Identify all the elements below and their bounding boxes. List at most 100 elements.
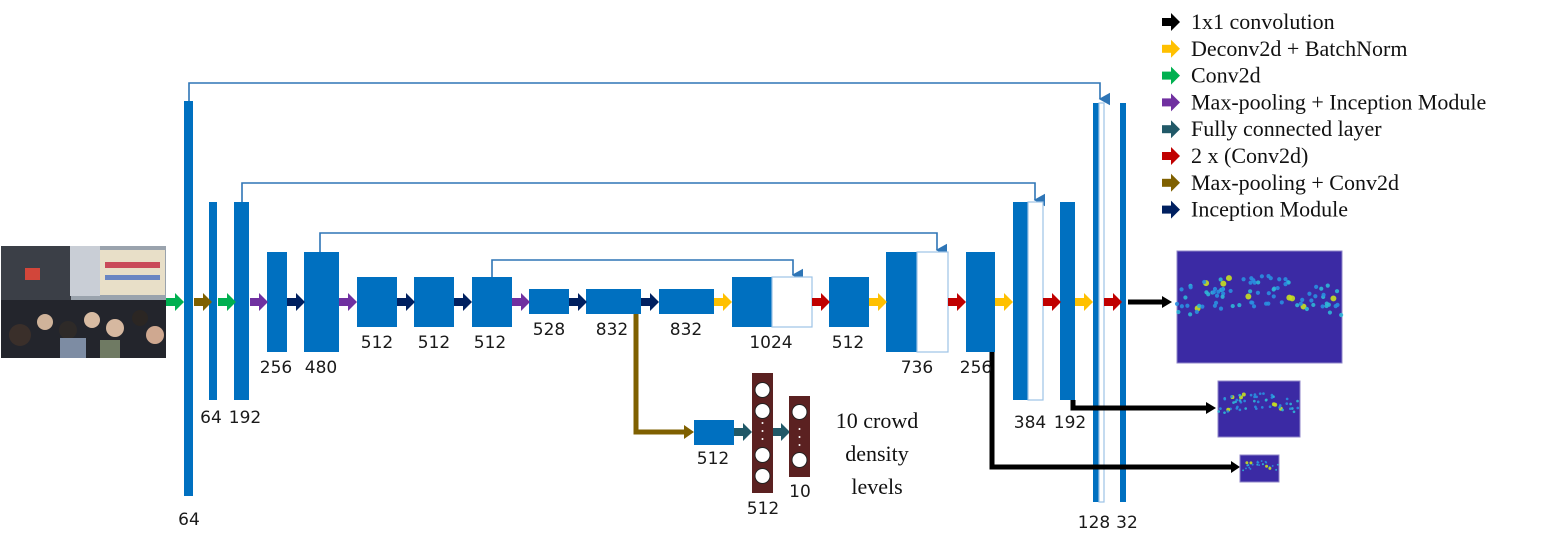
output-line-quarter bbox=[989, 352, 1232, 470]
density-point bbox=[1253, 399, 1256, 403]
density-point bbox=[1330, 295, 1337, 302]
maxpool-conv-branch-line bbox=[633, 314, 685, 435]
density-point bbox=[1202, 279, 1207, 285]
density-point bbox=[1245, 467, 1247, 470]
neuron-node bbox=[791, 452, 808, 468]
classifier-branch bbox=[633, 314, 810, 493]
density-point bbox=[1276, 463, 1279, 466]
fc-layer-512 bbox=[752, 373, 773, 493]
ellipsis-dot bbox=[798, 444, 801, 446]
legend-item: Inception Module bbox=[1162, 197, 1348, 222]
classifier-conv-block-512 bbox=[694, 420, 734, 445]
channel-label: 512 bbox=[832, 333, 864, 353]
density-point bbox=[1309, 298, 1314, 303]
density-point bbox=[1325, 283, 1330, 288]
density-point bbox=[1220, 287, 1225, 292]
channel-label: 64 bbox=[178, 510, 200, 530]
legend-item: Max-pooling + Inception Module bbox=[1162, 89, 1486, 114]
density-point bbox=[1174, 301, 1180, 306]
output-connections bbox=[989, 299, 1232, 470]
density-point bbox=[1292, 410, 1296, 414]
encoder-block-480 bbox=[304, 252, 339, 352]
legend-label: Deconv2d + BatchNorm bbox=[1191, 36, 1407, 61]
density-maps bbox=[1174, 250, 1344, 483]
decoder-block-1024-concat bbox=[771, 276, 813, 328]
legend-label: 1x1 convolution bbox=[1191, 9, 1335, 34]
legend-label: Max-pooling + Conv2d bbox=[1191, 170, 1399, 195]
arrow-right-icon bbox=[194, 293, 212, 311]
channel-label: 528 bbox=[533, 320, 565, 340]
density-point bbox=[1298, 301, 1303, 306]
input-image bbox=[1, 246, 166, 358]
density-point bbox=[1217, 410, 1221, 413]
density-map-quarter bbox=[1239, 454, 1280, 483]
density-point bbox=[1221, 291, 1226, 296]
decoder-block-256 bbox=[966, 252, 995, 352]
density-point bbox=[1268, 466, 1272, 470]
density-point bbox=[1333, 304, 1338, 309]
density-point bbox=[1223, 397, 1227, 401]
density-point bbox=[1219, 407, 1222, 410]
arrow-right-icon bbox=[1162, 147, 1180, 165]
arrow-right-icon bbox=[339, 293, 357, 311]
density-point bbox=[1232, 401, 1235, 404]
channel-label: 512 bbox=[697, 449, 729, 469]
density-point bbox=[1249, 467, 1252, 470]
density-point bbox=[1281, 408, 1284, 412]
channel-label: 832 bbox=[670, 320, 702, 340]
density-point bbox=[1245, 461, 1249, 465]
encoder-block-512-b bbox=[414, 277, 454, 327]
density-point bbox=[1266, 301, 1271, 306]
channel-label: 10 bbox=[789, 482, 811, 502]
arrow-right-icon bbox=[714, 293, 732, 311]
density-map-full bbox=[1174, 250, 1344, 364]
encoder bbox=[184, 101, 714, 496]
arrow-right-icon bbox=[397, 293, 415, 311]
neuron-node bbox=[754, 447, 771, 463]
channel-label: 192 bbox=[229, 408, 261, 428]
encoder-block-832-a bbox=[586, 289, 641, 314]
density-point bbox=[1238, 408, 1242, 412]
channel-labels: 64 64 192 256 480 512 512 512 528 832 83… bbox=[178, 320, 1138, 533]
encoder-block-512-c bbox=[472, 277, 512, 327]
density-point bbox=[1268, 405, 1272, 409]
encoder-block-64-full bbox=[184, 101, 193, 496]
arrow-right-icon bbox=[995, 293, 1013, 311]
skip-connection-512 bbox=[491, 259, 804, 282]
output-arrowheads bbox=[1162, 296, 1240, 473]
density-point bbox=[1176, 309, 1181, 315]
neuron-node bbox=[791, 404, 808, 420]
density-point bbox=[1265, 464, 1269, 468]
density-point bbox=[1265, 461, 1268, 464]
neuron-node bbox=[754, 468, 771, 484]
density-point bbox=[1256, 280, 1261, 285]
decoder-block-128-filled bbox=[1093, 103, 1099, 502]
density-point bbox=[1255, 395, 1258, 399]
svg-text:density: density bbox=[845, 441, 909, 466]
density-point bbox=[1334, 289, 1340, 294]
decoder-block-736-filled bbox=[886, 252, 917, 352]
density-point bbox=[1237, 303, 1242, 308]
arrow-right-icon bbox=[512, 293, 530, 311]
density-point bbox=[1271, 287, 1276, 292]
decoder-block-128-concat bbox=[1098, 102, 1105, 503]
arrow-right-icon bbox=[1162, 93, 1180, 112]
density-point bbox=[1228, 288, 1233, 294]
density-point bbox=[1241, 392, 1246, 397]
svg-text:levels: levels bbox=[851, 474, 902, 499]
skip-connection-64 bbox=[188, 82, 1111, 106]
arrow-right-icon bbox=[287, 293, 305, 311]
arrow-right-icon bbox=[1162, 13, 1180, 31]
density-point bbox=[1218, 277, 1223, 282]
legend-item: 1x1 convolution bbox=[1162, 9, 1335, 34]
density-point bbox=[1255, 290, 1261, 295]
density-point bbox=[1218, 306, 1224, 311]
density-point bbox=[1275, 468, 1278, 471]
density-point bbox=[1220, 294, 1225, 299]
density-point bbox=[1248, 289, 1253, 294]
encoder-block-192 bbox=[234, 202, 249, 400]
arrow-right-icon bbox=[948, 293, 966, 311]
encoder-block-64 bbox=[209, 202, 217, 400]
density-point bbox=[1320, 304, 1325, 309]
density-point bbox=[1254, 407, 1258, 411]
